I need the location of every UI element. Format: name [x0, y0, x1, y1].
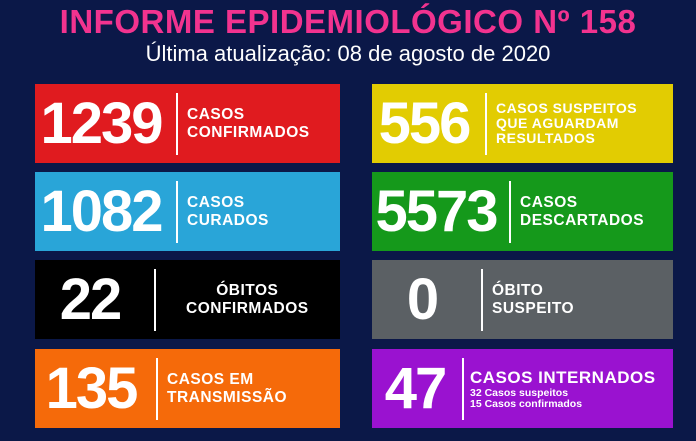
page-title: INFORME EPIDEMIOLÓGICO Nº 158 [59, 3, 637, 40]
divider [481, 268, 483, 331]
card-label: CASOS [520, 193, 578, 211]
card-label: CASOS [187, 193, 245, 211]
card-label: SUSPEITO [492, 299, 575, 317]
card-hospitalized: 47 CASOS INTERNADOS 32 Casos suspeitos 1… [372, 349, 673, 428]
last-update: Última atualização: 08 de agosto de 2020 [145, 41, 551, 66]
card-value: 22 [59, 266, 123, 332]
card-confirmed-cases: 1239 CASOS CONFIRMADOS [35, 84, 340, 163]
card-label: CASOS SUSPEITOS [496, 100, 638, 116]
card-value: 556 [378, 90, 472, 156]
card-detail: 32 Casos suspeitos [470, 386, 569, 399]
card-label: TRANSMISSÃO [167, 388, 288, 406]
card-label: QUE AGUARDAM [496, 115, 619, 131]
card-transmission: 135 CASOS EM TRANSMISSÃO [35, 349, 340, 428]
card-label: CASOS INTERNADOS [470, 367, 656, 387]
card-detail: 15 Casos confirmados [470, 397, 583, 410]
card-label: ÓBITO [492, 281, 544, 299]
card-label: DESCARTADOS [520, 211, 645, 229]
card-label: ÓBITOS [216, 281, 279, 299]
card-label: CONFIRMADOS [186, 299, 309, 317]
card-value: 135 [45, 355, 139, 421]
divider [176, 180, 178, 243]
card-discarded: 5573 CASOS DESCARTADOS [372, 172, 673, 251]
card-label: CURADOS [187, 211, 269, 229]
card-value: 1082 [40, 178, 163, 244]
card-suspected-cases: 556 CASOS SUSPEITOS QUE AGUARDAM RESULTADO… [372, 84, 673, 163]
divider [176, 92, 178, 155]
card-recovered: 1082 CASOS CURADOS [35, 172, 340, 251]
divider [509, 180, 511, 243]
card-label: CASOS [187, 105, 245, 123]
card-label: RESULTADOS [496, 130, 596, 146]
divider [156, 357, 158, 420]
divider [154, 268, 156, 331]
card-deaths: 22 ÓBITOS CONFIRMADOS [35, 260, 340, 339]
divider [462, 357, 464, 420]
card-label: CONFIRMADOS [187, 123, 310, 141]
card-value: 5573 [375, 178, 498, 244]
card-label: CASOS EM [167, 370, 254, 388]
card-suspected-death: 0 ÓBITO SUSPEITO [372, 260, 673, 339]
card-value: 47 [384, 355, 448, 421]
card-value: 1239 [40, 90, 163, 156]
divider [485, 92, 487, 155]
card-value: 0 [406, 266, 439, 332]
